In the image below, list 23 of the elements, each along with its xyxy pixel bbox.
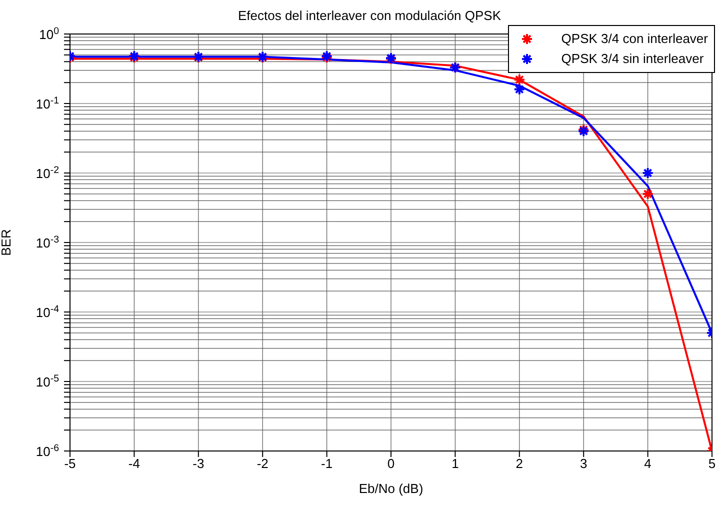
y-tick-label: 10$^{-6}$ bbox=[36, 442, 59, 459]
x-tick-label: -1 bbox=[321, 456, 333, 472]
y-tick-label: 10$^{-1}$ bbox=[36, 95, 59, 112]
y-tick-label: 10$^{0}$ bbox=[39, 26, 60, 42]
chart-title: Efectos del interleaver con modulación QPSK bbox=[238, 8, 502, 23]
x-tick-label: 2 bbox=[516, 456, 524, 472]
x-tick-label: -2 bbox=[256, 456, 268, 472]
x-tick-label: -5 bbox=[64, 456, 76, 472]
y-tick-label: 10$^{-2}$ bbox=[36, 164, 59, 181]
x-tick-label: 1 bbox=[452, 456, 459, 472]
y-tick-label: 10$^{-3}$ bbox=[36, 234, 59, 250]
x-tick-label: -3 bbox=[192, 456, 204, 472]
x-tick-label: 3 bbox=[580, 456, 588, 472]
x-tick-label: 0 bbox=[387, 456, 395, 472]
x-tick-label: 5 bbox=[708, 456, 716, 472]
x-axis-title: Eb/No (dB) bbox=[358, 481, 424, 496]
legend-label: QPSK 3/4 con interleaver bbox=[561, 30, 708, 48]
legend-label: QPSK 3/4 sin interleaver bbox=[561, 50, 704, 68]
x-tick-label: -4 bbox=[128, 456, 140, 472]
x-tick-label: 4 bbox=[644, 456, 652, 472]
y-tick-label: 10$^{-4}$ bbox=[36, 304, 60, 320]
y-axis-title: BER bbox=[0, 229, 14, 256]
y-tick-label: 10$^{-5}$ bbox=[36, 373, 60, 390]
